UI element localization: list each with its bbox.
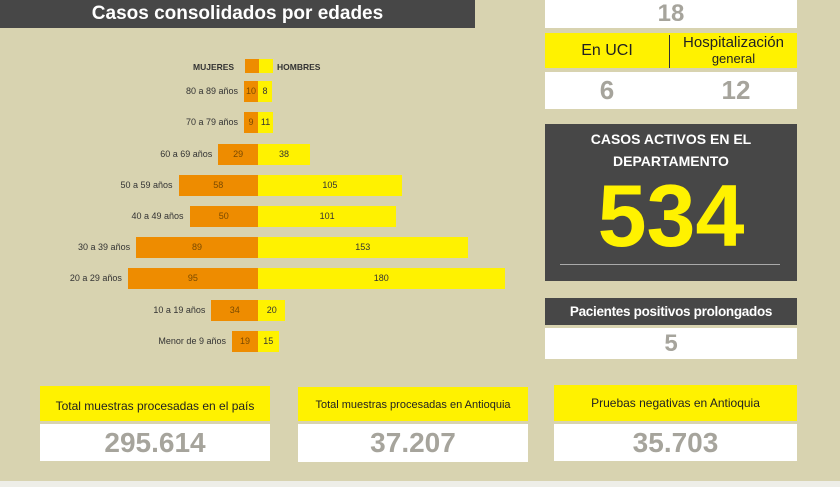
hosp-label: Hospitalización <box>683 34 784 51</box>
age-group-label: 30 a 39 años <box>78 242 131 252</box>
age-group-label: 80 a 89 años <box>185 86 238 96</box>
bar-women: 9 <box>244 112 258 133</box>
bar-women: 50 <box>189 206 258 227</box>
uci-label: En UCI <box>581 42 633 59</box>
negative-tests-value: 35.703 <box>554 424 797 461</box>
legend-women: MUJERES <box>193 62 235 72</box>
bar-women: 19 <box>231 331 258 352</box>
bar-men: 180 <box>258 268 505 289</box>
active-label-1: CASOS ACTIVOS EN EL <box>590 131 752 147</box>
age-group-label: 40 a 49 años <box>131 211 184 221</box>
bar-women: 95 <box>127 268 258 289</box>
age-group-label: 70 a 79 años <box>185 117 238 127</box>
bar-women: 10 <box>244 81 258 102</box>
legend-men: HOMBRES <box>277 62 321 72</box>
bar-men: 38 <box>258 144 311 165</box>
bar-men: 8 <box>258 81 272 102</box>
hosp-value: 12 <box>721 75 751 105</box>
bar-men: 20 <box>258 300 286 321</box>
bar-men: 153 <box>258 237 468 258</box>
divider <box>669 35 670 68</box>
bottom-strip <box>0 481 840 487</box>
age-group-label: Menor de 9 años <box>158 336 226 346</box>
uci-value: 6 <box>599 75 615 105</box>
legend-swatch-women <box>245 59 259 73</box>
bar-women: 34 <box>211 300 258 321</box>
antioquia-samples-label: Total muestras procesadas en Antioquia <box>298 387 528 421</box>
antioquia-samples-value: 37.207 <box>298 424 528 462</box>
age-group-label: 50 a 59 años <box>120 180 173 190</box>
age-group-label: 10 a 19 años <box>153 305 206 315</box>
age-group-label: 60 a 69 años <box>160 149 213 159</box>
active-label-2: DEPARTAMENTO <box>613 153 729 169</box>
country-samples-value: 295.614 <box>40 424 270 461</box>
prolonged-label: Pacientes positivos prolongados <box>545 298 797 325</box>
bar-women: 89 <box>136 237 258 258</box>
hospital-header: En UCI Hospitalización general <box>545 33 797 68</box>
age-group-label: 20 a 29 años <box>69 273 122 283</box>
bar-men: 15 <box>258 331 279 352</box>
country-samples-label: Total muestras procesadas en el país <box>40 386 270 421</box>
bar-women: 58 <box>178 175 258 196</box>
divider-line <box>560 264 780 265</box>
bar-men: 11 <box>258 112 274 133</box>
bar-women: 29 <box>218 144 258 165</box>
hospitalized-total: 18 <box>545 0 797 28</box>
chart-title: Casos consolidados por edades <box>0 0 475 28</box>
bar-men: 101 <box>258 206 397 227</box>
bar-men: 105 <box>258 175 402 196</box>
prolonged-value: 5 <box>545 328 797 359</box>
active-cases-value: 534 <box>597 166 745 265</box>
legend-swatch-men <box>259 59 273 73</box>
active-cases-panel: CASOS ACTIVOS EN EL DEPARTAMENTO 534 <box>545 124 797 281</box>
negative-tests-label: Pruebas negativas en Antioquia <box>554 385 797 421</box>
hospital-values: 6 12 <box>545 72 797 109</box>
hosp-label-2: general <box>711 51 756 66</box>
